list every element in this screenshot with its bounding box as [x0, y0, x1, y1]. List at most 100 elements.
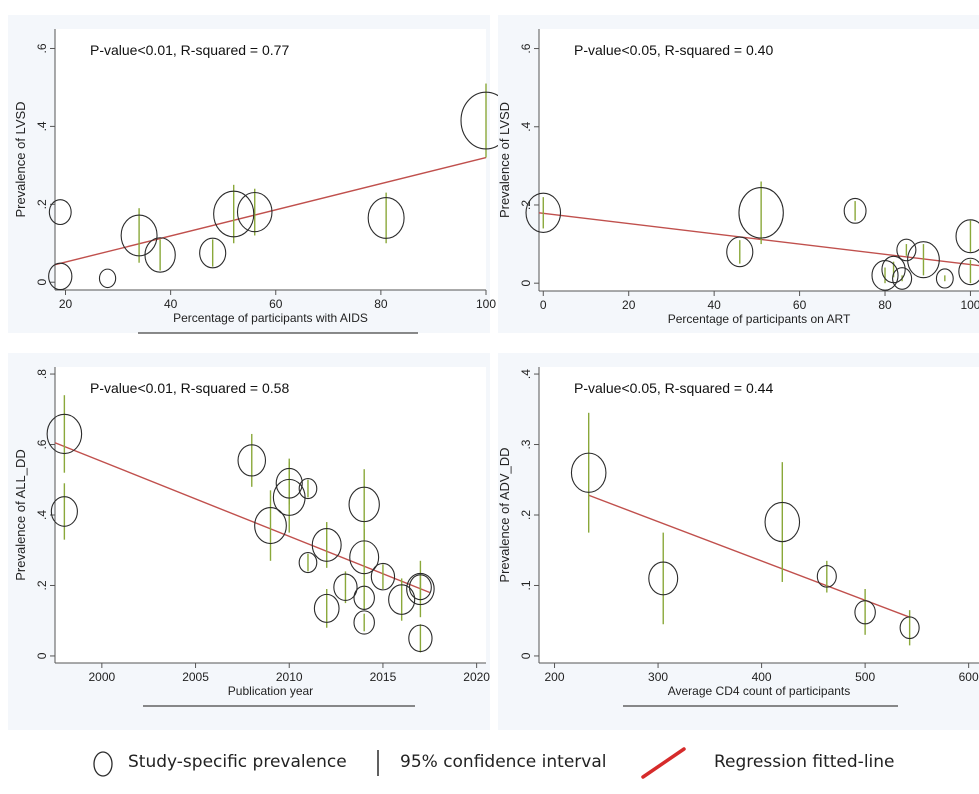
study-marker [367, 196, 405, 239]
study-marker [370, 562, 396, 591]
x-tick-label: 40 [164, 297, 178, 311]
x-tick-label: 2020 [463, 670, 490, 684]
study-marker [907, 241, 940, 279]
x-tick-label: 100 [476, 297, 496, 311]
study-marker [120, 214, 158, 257]
y-tick-label: .2 [35, 580, 49, 590]
y-tick-label: .6 [519, 43, 533, 53]
y-axis-title: Prevalence of ADV_DD [497, 447, 512, 582]
y-tick-label: 0 [519, 652, 533, 659]
regression-line [538, 212, 979, 267]
y-tick-label: .1 [519, 580, 533, 590]
x-tick-label: 600 [959, 670, 979, 684]
x-axis-title: Percentage of participants on ART [668, 312, 851, 326]
x-tick-label: 80 [374, 297, 388, 311]
y-tick-label: .4 [519, 121, 533, 131]
study-marker [816, 564, 837, 588]
y-tick-label: .2 [519, 510, 533, 520]
y-axis-title: Prevalence of LVSD [13, 101, 28, 217]
study-marker [199, 237, 227, 269]
study-marker [272, 478, 306, 516]
study-marker [298, 478, 318, 500]
study-marker [408, 574, 432, 601]
chart-panel-4: 0 .1 .2 .3 .4 200 300 400 500 600 Average CD4 coun… [497, 353, 979, 730]
chart-panel-2: 0 .2 .4 .6 0 20 40 60 80 100 Percentage of partici… [497, 15, 979, 333]
y-tick-label: .6 [35, 439, 49, 449]
y-tick-label: .4 [35, 510, 49, 520]
study-marker [843, 197, 867, 224]
x-tick-label: 2010 [276, 670, 303, 684]
study-marker [333, 573, 358, 601]
study-marker [349, 540, 380, 575]
x-tick-label: 500 [855, 670, 875, 684]
x-tick-label: 60 [793, 298, 807, 312]
study-marker [213, 190, 255, 238]
y-tick-label: .3 [519, 439, 533, 449]
x-axis-title: Average CD4 count of participants [668, 684, 851, 698]
study-marker [236, 191, 273, 233]
study-marker [313, 593, 340, 623]
study-marker [406, 572, 435, 606]
study-marker [958, 257, 979, 286]
regression-line [54, 442, 431, 594]
stats-annotation: P-value<0.01, R-squared = 0.58 [90, 380, 289, 396]
circle-marker-icon [93, 751, 113, 777]
study-marker [46, 413, 83, 455]
plot-area [539, 29, 979, 291]
y-tick-label: .8 [35, 369, 49, 379]
red-line-icon [641, 747, 686, 779]
study-marker [254, 507, 287, 545]
study-marker [764, 501, 801, 543]
legend-label-prevalence: Study-specific prevalence [128, 752, 347, 772]
study-marker [275, 467, 303, 499]
study-marker [896, 238, 917, 262]
x-tick-label: 300 [648, 670, 668, 684]
x-tick-label: 40 [707, 298, 721, 312]
y-axis-title: Prevalence of ALL_DD [13, 449, 28, 581]
study-marker [525, 192, 562, 233]
study-marker [648, 561, 679, 596]
x-axis-title: Percentage of participants with AIDS [173, 311, 368, 325]
x-tick-label: 0 [540, 298, 547, 312]
y-tick-label: .4 [519, 369, 533, 379]
study-marker [348, 486, 380, 523]
study-marker [726, 236, 754, 268]
figure-legend: Study-specific prevalence 95% confidence… [0, 744, 979, 794]
chart-panels: 0 .2 .4 .6 20 40 60 80 100 Percentage of particip… [8, 15, 979, 730]
chart-panel-1: 0 .2 .4 .6 20 40 60 80 100 Percentage of particip… [8, 15, 512, 334]
y-tick-label: .4 [35, 121, 49, 131]
x-tick-label: 100 [960, 298, 979, 312]
x-tick-label: 80 [878, 298, 892, 312]
study-marker [935, 268, 954, 289]
study-marker [955, 219, 979, 254]
plot-area [55, 29, 486, 290]
plot-area [539, 367, 979, 663]
study-marker [144, 237, 176, 273]
study-marker [738, 187, 784, 239]
study-marker [353, 610, 375, 635]
study-marker [388, 584, 416, 615]
study-marker [98, 268, 117, 289]
x-axis-title: Publication year [228, 684, 313, 698]
x-tick-label: 60 [269, 297, 283, 311]
stats-annotation: P-value<0.05, R-squared = 0.44 [574, 380, 773, 396]
study-marker [892, 267, 913, 290]
regression-line [588, 494, 910, 618]
study-marker [50, 496, 78, 527]
study-marker [408, 624, 433, 653]
y-axis-title: Prevalence of LVSD [497, 102, 512, 218]
x-tick-label: 2015 [370, 670, 397, 684]
y-tick-label: 0 [35, 279, 49, 286]
study-marker [353, 585, 375, 610]
x-tick-label: 2005 [182, 670, 209, 684]
study-marker [854, 600, 876, 625]
legend-label-regression: Regression fitted-line [714, 752, 895, 772]
x-tick-label: 200 [545, 670, 565, 684]
y-tick-label: 0 [519, 280, 533, 287]
vertical-bar-icon [377, 750, 379, 776]
y-tick-label: .2 [519, 200, 533, 210]
y-tick-label: .2 [35, 199, 49, 209]
regression-line [54, 156, 487, 266]
stats-annotation: P-value<0.01, R-squared = 0.77 [90, 42, 289, 58]
